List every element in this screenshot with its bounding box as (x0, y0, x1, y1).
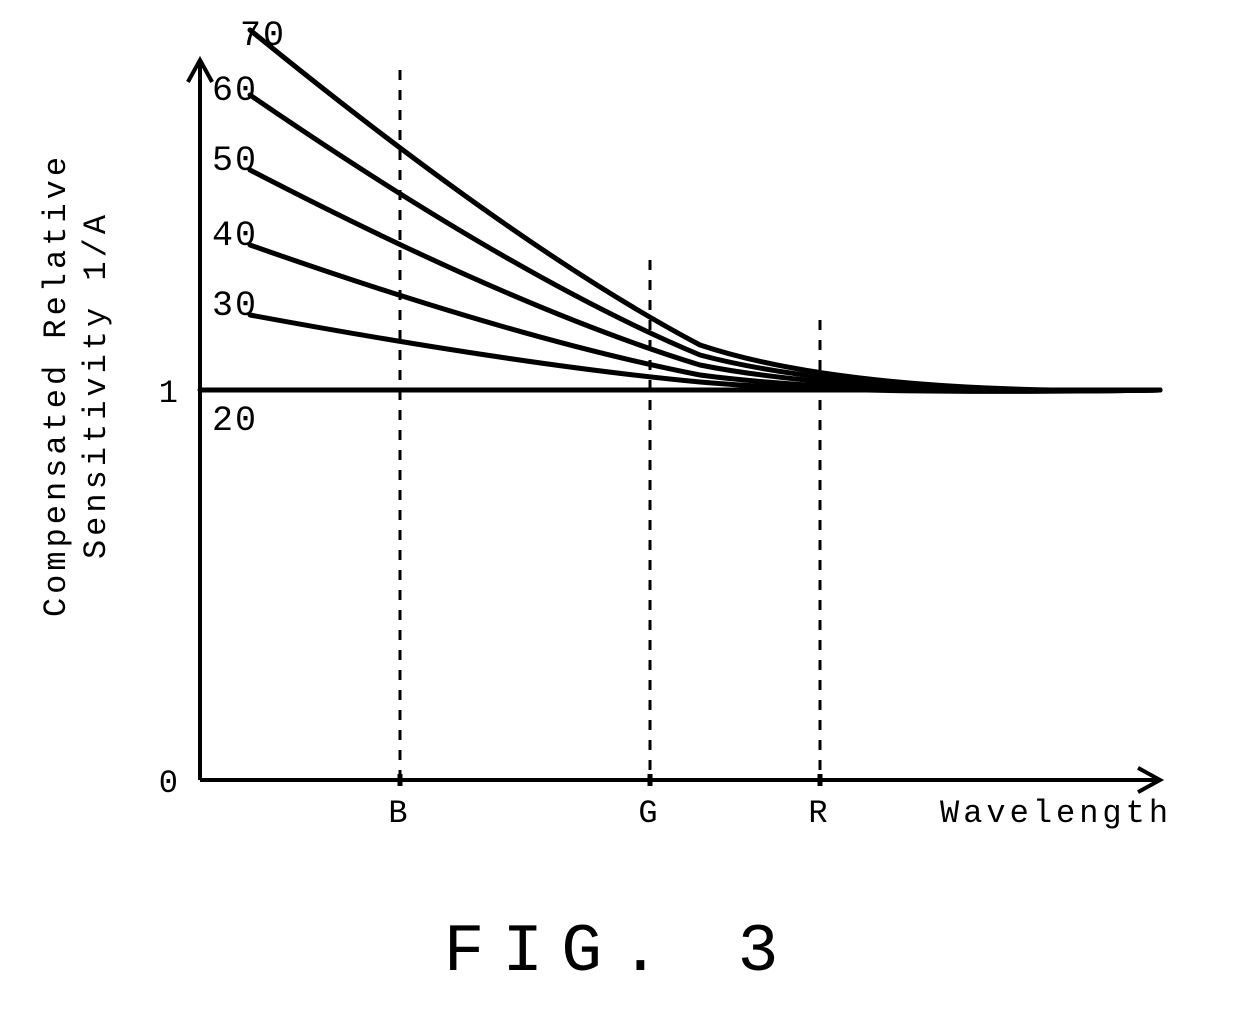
reference-lines-group (400, 70, 820, 786)
y-axis-label-line-1: Sensitivity 1/A (78, 211, 115, 559)
y-axis-label-line-0: Compensated Relative (38, 153, 75, 617)
axes-group (188, 60, 1160, 792)
chart-svg: BGR70605040302010WavelengthCompensated R… (0, 0, 1240, 1015)
x-axis (200, 768, 1160, 792)
y-axis (188, 60, 212, 780)
y-tick-label-0: 0 (159, 765, 178, 802)
x-axis-label: Wavelength (940, 795, 1172, 832)
curve-label-50: 50 (212, 141, 258, 181)
curve-70 (250, 30, 1160, 390)
curve-40 (250, 245, 1160, 391)
y-tick-label-1: 1 (159, 375, 178, 412)
curve-30 (250, 315, 1160, 391)
x-tick-label-B: B (388, 795, 411, 832)
curve-label-20: 20 (212, 401, 258, 441)
x-tick-label-R: R (808, 795, 831, 832)
figure-label: FIG. 3 (444, 914, 797, 991)
curve-label-70: 70 (240, 16, 286, 56)
curve-label-60: 60 (212, 71, 258, 111)
curve-label-40: 40 (212, 216, 258, 256)
x-tick-label-G: G (638, 795, 661, 832)
chart-container: BGR70605040302010WavelengthCompensated R… (0, 0, 1240, 1015)
curve-label-30: 30 (212, 286, 258, 326)
labels-group: BGR70605040302010WavelengthCompensated R… (38, 16, 1172, 991)
y-axis-label: Compensated RelativeSensitivity 1/A (38, 153, 115, 617)
curves-group (200, 30, 1160, 391)
